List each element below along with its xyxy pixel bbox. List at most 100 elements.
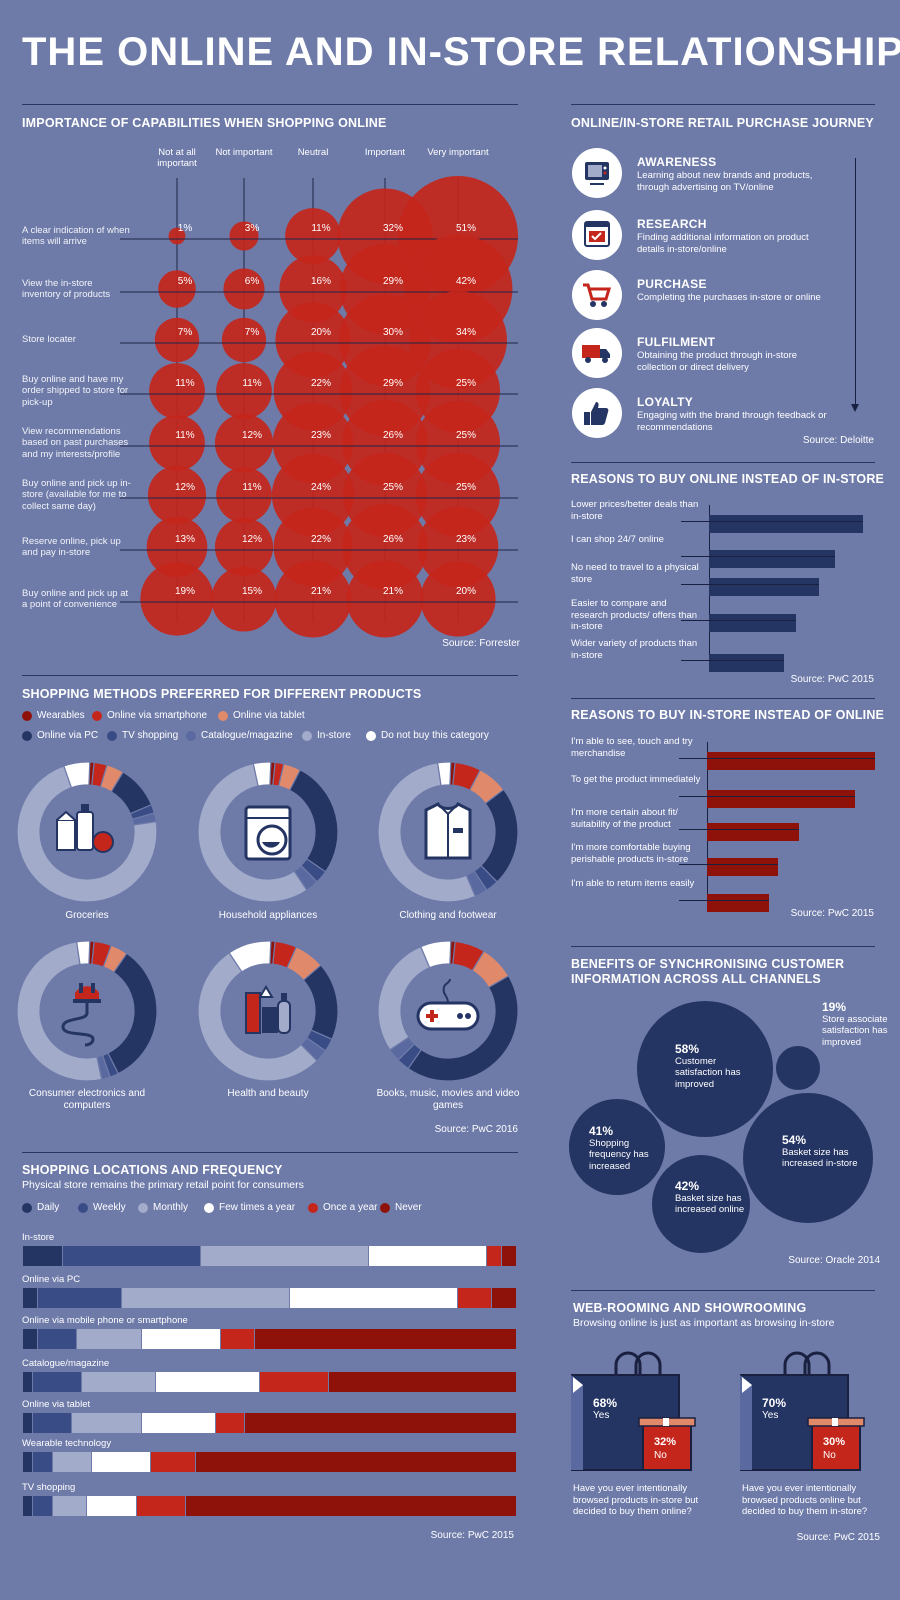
legend-item: Once a year xyxy=(308,1202,377,1213)
legend-swatch xyxy=(380,1202,390,1213)
frequency-row-label: Online via mobile phone or smartphone xyxy=(22,1315,188,1326)
legend-swatch xyxy=(366,730,376,741)
legend-swatch xyxy=(138,1202,148,1213)
reason-label: I'm more comfortable buying perishable p… xyxy=(571,842,691,865)
donut-label: Health and beauty xyxy=(227,1088,309,1099)
legend-item: Online via PC xyxy=(22,730,98,741)
reason-leader-line xyxy=(681,556,836,557)
frequency-bar-segment xyxy=(52,1496,88,1516)
frequency-bar-segment xyxy=(23,1329,38,1349)
benefit-bubble xyxy=(743,1093,873,1223)
frequency-bar-segment xyxy=(289,1288,458,1308)
frequency-bar-segment xyxy=(141,1413,216,1433)
frequency-bar-segment xyxy=(32,1372,83,1392)
reason-leader-line xyxy=(679,796,855,797)
no-percentage: 32% xyxy=(654,1436,677,1448)
benefit-description: Basket size has increased in-store xyxy=(782,1146,858,1170)
legend-label: Never xyxy=(395,1202,422,1213)
frequency-bar-segment xyxy=(368,1246,488,1266)
capabilities-value-label: 25% xyxy=(456,378,476,389)
capabilities-column-header: Important xyxy=(364,147,406,158)
reason-label: Wider variety of products than in-store xyxy=(571,638,698,661)
reason-label: Easier to compare and research products/… xyxy=(571,598,698,632)
legend-label: Once a year xyxy=(323,1202,378,1213)
reason-label: I'm more certain about fit/ suitability … xyxy=(571,807,678,830)
legend-label: Daily xyxy=(37,1202,60,1213)
journey-step-title: LOYALTY xyxy=(637,395,694,409)
journey-step-title: RESEARCH xyxy=(637,217,707,231)
frequency-bar-segment xyxy=(195,1452,517,1472)
survey-question: Have you ever intentionally browsed prod… xyxy=(742,1483,868,1517)
frequency-bar-segment xyxy=(200,1246,369,1266)
benefit-bubble xyxy=(569,1099,665,1195)
legend-swatch xyxy=(186,730,196,741)
benefit-description: Basket size has increased online xyxy=(675,1192,745,1216)
legend-swatch xyxy=(78,1202,88,1213)
donut-segment xyxy=(407,975,519,1082)
browser-checklist-icon xyxy=(572,210,622,260)
capabilities-value-label: 21% xyxy=(311,586,331,597)
capabilities-value-label: 32% xyxy=(383,223,403,234)
instore-reasons-heading: REASONS TO BUY IN-STORE INSTEAD OF ONLIN… xyxy=(571,708,885,722)
legend-label: Weekly xyxy=(93,1202,126,1213)
legend-swatch xyxy=(92,710,102,721)
capabilities-value-label: 21% xyxy=(383,586,403,597)
no-percentage: 30% xyxy=(823,1436,846,1448)
reason-leader-line xyxy=(679,900,770,901)
frequency-bar-segment xyxy=(92,1452,152,1472)
frequency-row-label: Wearable technology xyxy=(22,1438,112,1449)
arrow-down-icon xyxy=(851,404,859,412)
section-divider xyxy=(22,675,518,676)
benefit-text-block: 41% Shopping frequency has increased xyxy=(589,1125,669,1172)
section-divider xyxy=(22,104,518,105)
journey-step-description: Finding additional information on produc… xyxy=(637,232,809,255)
page-title: THE ONLINE AND IN-STORE RELATIONSHIP xyxy=(22,30,900,74)
reason-bar xyxy=(707,858,778,876)
frequency-bar-segment xyxy=(245,1413,517,1433)
capabilities-bubble xyxy=(221,317,267,363)
capabilities-value-label: 26% xyxy=(383,534,403,545)
frequency-row-label: Online via tablet xyxy=(22,1399,91,1410)
capabilities-bubble xyxy=(146,516,208,578)
capabilities-value-label: 11% xyxy=(175,430,194,441)
legend-item: In-store xyxy=(302,730,351,741)
capabilities-row-label: Buy online and pick up at a point of con… xyxy=(22,587,129,611)
shopping-bag-icon xyxy=(739,1345,880,1475)
capabilities-value-label: 29% xyxy=(383,378,403,389)
yes-label: Yes xyxy=(762,1410,779,1421)
donut-segment xyxy=(16,941,103,1082)
legend-label: Do not buy this category xyxy=(381,730,489,741)
capabilities-value-label: 7% xyxy=(245,327,260,338)
capabilities-bubble xyxy=(285,208,341,264)
frequency-bar-segment xyxy=(260,1372,330,1392)
capabilities-value-label: 11% xyxy=(175,378,194,389)
frequency-source: Source: PwC 2015 xyxy=(430,1530,514,1541)
capabilities-value-label: 25% xyxy=(383,482,403,493)
capabilities-value-label: 12% xyxy=(242,430,262,441)
no-label: No xyxy=(823,1450,836,1461)
capabilities-value-label: 12% xyxy=(175,482,195,493)
capabilities-row-label: Reserve online, pick up and pay in-store xyxy=(22,535,121,559)
capabilities-value-label: 1% xyxy=(178,223,193,234)
capabilities-heading: IMPORTANCE OF CAPABILITIES WHEN SHOPPING… xyxy=(22,116,387,130)
capabilities-value-label: 22% xyxy=(311,534,331,545)
journey-source: Source: Deloitte xyxy=(802,435,874,446)
yes-percentage: 68% xyxy=(593,1396,618,1410)
power-plug-icon xyxy=(61,983,101,1047)
section-divider xyxy=(571,1290,875,1291)
legend-label: Online via smartphone xyxy=(107,710,208,721)
capabilities-value-label: 6% xyxy=(245,276,260,287)
frequency-bar-segment xyxy=(255,1329,517,1349)
journey-arrow-line xyxy=(855,158,856,408)
capabilities-value-label: 25% xyxy=(456,482,476,493)
capabilities-value-label: 51% xyxy=(456,223,476,234)
capabilities-value-label: 30% xyxy=(383,327,403,338)
survey-question: Have you ever intentionally browsed prod… xyxy=(573,1483,699,1517)
capabilities-row-label: Buy online and pick up in-store (availab… xyxy=(22,477,131,512)
capabilities-value-label: 42% xyxy=(456,276,476,287)
legend-item: Catalogue/magazine xyxy=(186,730,293,741)
benefit-description: Customer satisfaction has improved xyxy=(675,1055,741,1090)
journey-heading: ONLINE/IN-STORE RETAIL PURCHASE JOURNEY xyxy=(571,116,874,130)
frequency-bar-segment xyxy=(23,1452,33,1472)
benefit-percentage: 54% xyxy=(782,1133,807,1147)
